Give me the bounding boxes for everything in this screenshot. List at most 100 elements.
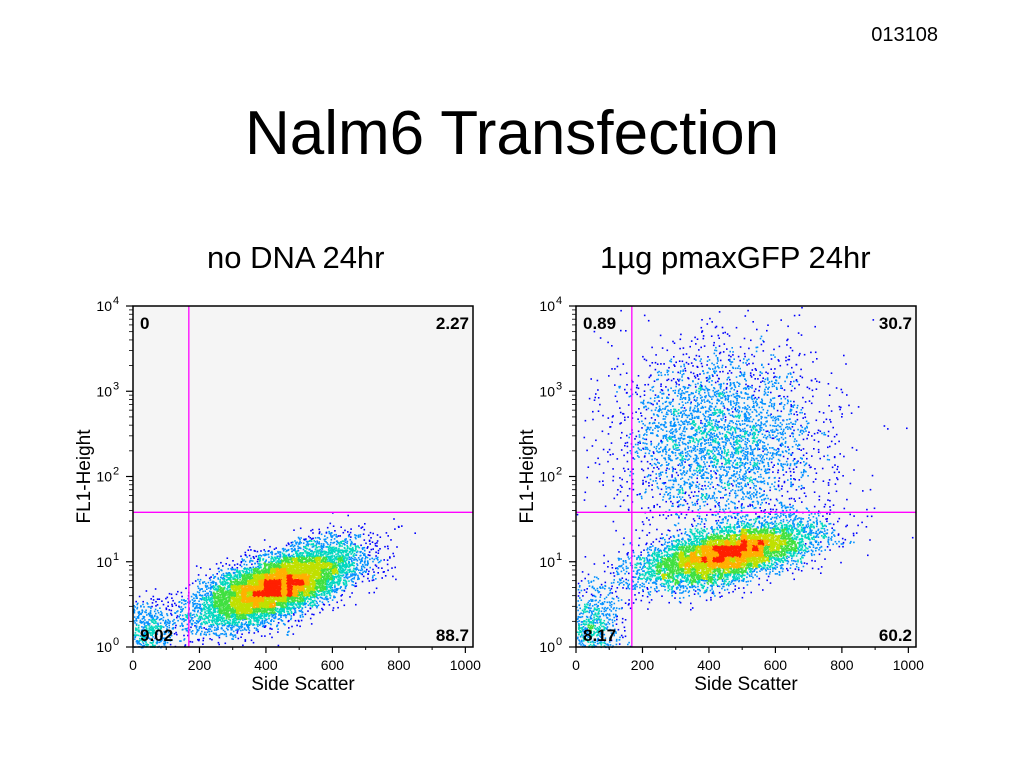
event-dot — [177, 610, 179, 612]
event-dot — [325, 572, 327, 575]
event-dot — [204, 615, 207, 617]
event-dot — [297, 549, 299, 552]
event-dot — [360, 572, 362, 575]
event-dot — [298, 552, 301, 555]
event-dot — [311, 591, 313, 594]
event-dot — [281, 552, 284, 555]
event-dot — [222, 603, 225, 606]
event-dot — [326, 588, 328, 591]
event-dot — [220, 569, 222, 571]
event-dot — [319, 611, 321, 614]
event-dot — [302, 616, 304, 618]
event-dot — [348, 533, 351, 536]
event-dot — [332, 575, 334, 577]
event-dot — [248, 554, 251, 557]
event-dot — [332, 577, 334, 580]
event-dot — [211, 603, 214, 605]
event-dot — [234, 619, 236, 622]
event-dot — [345, 574, 348, 577]
event-dot — [331, 590, 334, 593]
event-dot — [207, 581, 210, 584]
event-dot — [344, 529, 346, 532]
event-dot — [205, 598, 207, 601]
event-dot — [260, 612, 263, 615]
event-dot — [366, 556, 369, 559]
event-dot — [226, 588, 228, 590]
event-dot — [305, 602, 307, 605]
event-dot — [372, 575, 374, 577]
event-dot — [248, 571, 251, 574]
event-dot — [302, 604, 305, 606]
event-dot — [201, 623, 203, 626]
event-dot — [328, 556, 330, 558]
event-dot — [185, 619, 187, 621]
event-dot — [222, 572, 225, 575]
event-dot — [236, 625, 239, 627]
event-dot — [352, 570, 354, 573]
event-dot — [369, 543, 371, 545]
event-dot — [333, 571, 336, 573]
event-dot — [193, 594, 196, 596]
event-dot — [302, 569, 304, 572]
event-dot — [234, 622, 236, 625]
event-dot — [319, 580, 322, 583]
event-dot — [318, 528, 320, 531]
event-dot — [288, 560, 290, 563]
event-dot — [279, 600, 281, 603]
event-dot — [339, 561, 342, 563]
event-dot — [349, 596, 351, 598]
event-dot — [281, 559, 283, 562]
event-dot — [335, 567, 338, 570]
event-dot — [296, 541, 298, 544]
event-dot — [231, 601, 234, 603]
event-dot — [209, 568, 211, 570]
event-dot — [324, 577, 327, 579]
event-dot — [187, 634, 189, 637]
event-dot — [288, 574, 291, 576]
event-dot — [191, 599, 194, 601]
event-dot — [327, 576, 330, 579]
event-dot — [361, 526, 364, 528]
event-dot — [291, 562, 294, 565]
event-dot — [191, 617, 194, 619]
event-dot — [290, 607, 293, 610]
event-dot — [223, 593, 225, 595]
event-dot — [262, 589, 264, 591]
event-dot — [236, 628, 239, 631]
event-dot — [239, 615, 241, 617]
event-dot — [362, 563, 364, 566]
event-dot — [269, 551, 272, 554]
event-dot — [205, 634, 207, 636]
event-dot — [192, 602, 194, 604]
event-dot — [287, 608, 290, 610]
event-dot — [315, 552, 318, 555]
event-dot — [264, 625, 267, 627]
event-dot — [210, 630, 213, 632]
event-dot — [392, 552, 394, 555]
event-dot — [244, 622, 247, 625]
event-dot — [299, 553, 302, 555]
event-dot — [347, 562, 350, 565]
event-dot — [248, 579, 251, 581]
event-dot — [347, 534, 350, 537]
event-dot — [369, 531, 372, 534]
event-dot — [271, 628, 273, 630]
event-dot — [315, 544, 317, 547]
event-dot — [213, 611, 216, 613]
event-dot — [227, 584, 230, 587]
event-dot — [198, 600, 200, 602]
event-dot — [215, 563, 218, 565]
event-dot — [254, 617, 257, 620]
event-dot — [269, 574, 272, 576]
event-dot — [237, 618, 239, 620]
event-dot — [242, 571, 245, 574]
event-dot — [307, 545, 309, 547]
event-dot — [290, 615, 293, 617]
event-dot — [199, 582, 201, 585]
event-dot — [221, 592, 224, 594]
event-dot — [194, 602, 197, 605]
event-dot — [174, 622, 176, 624]
event-dot — [235, 591, 237, 594]
event-dot — [299, 555, 301, 557]
